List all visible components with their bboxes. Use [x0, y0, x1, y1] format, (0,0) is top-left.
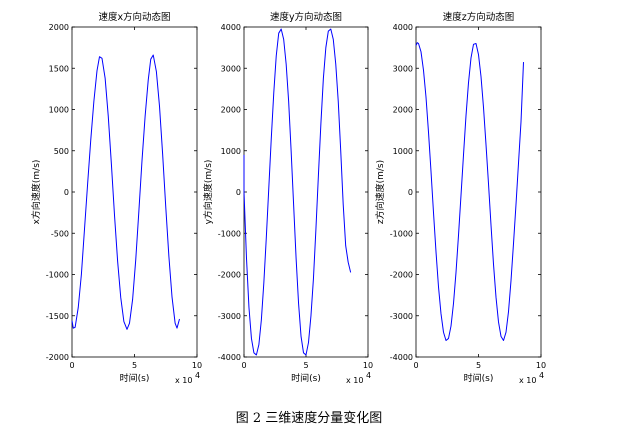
x-axis-multiplier: x 10 — [175, 376, 192, 385]
y-axis-label: x方向速度(m/s) — [30, 160, 42, 225]
x-tick-label: 5 — [303, 361, 308, 370]
x-tick-label: 5 — [476, 361, 481, 370]
y-tick-label: 500 — [54, 147, 69, 156]
y-tick-label: -1000 — [218, 229, 241, 238]
series-line-1 — [71, 54, 180, 330]
x-tick-label: 10 — [536, 361, 546, 370]
y-tick-label: -500 — [51, 229, 69, 238]
y-tick-label: 2000 — [49, 23, 69, 32]
chart-title: 速度y方向动态图 — [270, 11, 342, 23]
y-tick-label: -2000 — [218, 271, 241, 280]
x-axis-label: 时间(s) — [464, 372, 494, 384]
x-tick-label: 10 — [363, 361, 373, 370]
y-tick-label: 4000 — [221, 23, 241, 32]
y-tick-label: 3000 — [393, 64, 413, 73]
y-axis-label: z方向速度(m/s) — [374, 160, 386, 224]
x-tick-label: 5 — [132, 361, 137, 370]
x-axis-multiplier: x 10 — [346, 376, 363, 385]
x-tick-label: 0 — [413, 361, 418, 370]
x-axis-multiplier-exponent: 4 — [366, 371, 371, 380]
chart-panel-2: -4000 -3000 -2000 -1000 0 1000 2000 3000 4000 0 5 1… — [202, 11, 373, 385]
chart-title: 速度x方向动态图 — [98, 11, 170, 23]
x-tick-label: 10 — [192, 361, 202, 370]
y-tick-label: -1000 — [46, 271, 69, 280]
x-tick-label: 0 — [69, 361, 74, 370]
chart-title: 速度z方向动态图 — [443, 11, 515, 23]
y-tick-label: 3000 — [221, 64, 241, 73]
y-tick-label: 1000 — [49, 106, 69, 115]
series-line-1 — [243, 28, 352, 356]
y-tick-label: 1500 — [49, 64, 69, 73]
y-tick-label: -1000 — [390, 229, 413, 238]
y-tick-label: -1500 — [46, 312, 69, 321]
y-tick-label: -3000 — [218, 312, 241, 321]
y-tick-label: 2000 — [393, 106, 413, 115]
y-tick-label: 0 — [408, 188, 413, 197]
x-tick-label: 0 — [241, 361, 246, 370]
y-tick-label: -4000 — [218, 353, 241, 362]
y-tick-label: -2000 — [46, 353, 69, 362]
x-axis-label: 时间(s) — [291, 372, 321, 384]
y-tick-label: 0 — [64, 188, 69, 197]
y-tick-label: 1000 — [221, 147, 241, 156]
y-tick-label: 1000 — [393, 147, 413, 156]
y-tick-label: -3000 — [390, 312, 413, 321]
series-line-1 — [415, 42, 524, 341]
x-axis-multiplier-exponent: 4 — [539, 371, 544, 380]
y-tick-label: 2000 — [221, 106, 241, 115]
x-axis-label: 时间(s) — [120, 372, 150, 384]
y-tick-label: -2000 — [390, 271, 413, 280]
y-axis-label: y方向速度(m/s) — [202, 160, 214, 225]
chart-panel-3: -4000 -3000 -2000 -1000 0 1000 2000 3000 4000 0 5 1… — [374, 11, 546, 385]
x-axis-multiplier-exponent: 4 — [195, 371, 200, 380]
plot-area — [415, 26, 542, 358]
y-tick-label: 0 — [236, 188, 241, 197]
figure-caption: 图 2 三维速度分量变化图 — [235, 411, 383, 426]
x-axis-multiplier: x 10 — [519, 376, 536, 385]
y-tick-label: -4000 — [390, 353, 413, 362]
plot-area — [71, 26, 198, 358]
y-tick-label: 4000 — [393, 23, 413, 32]
